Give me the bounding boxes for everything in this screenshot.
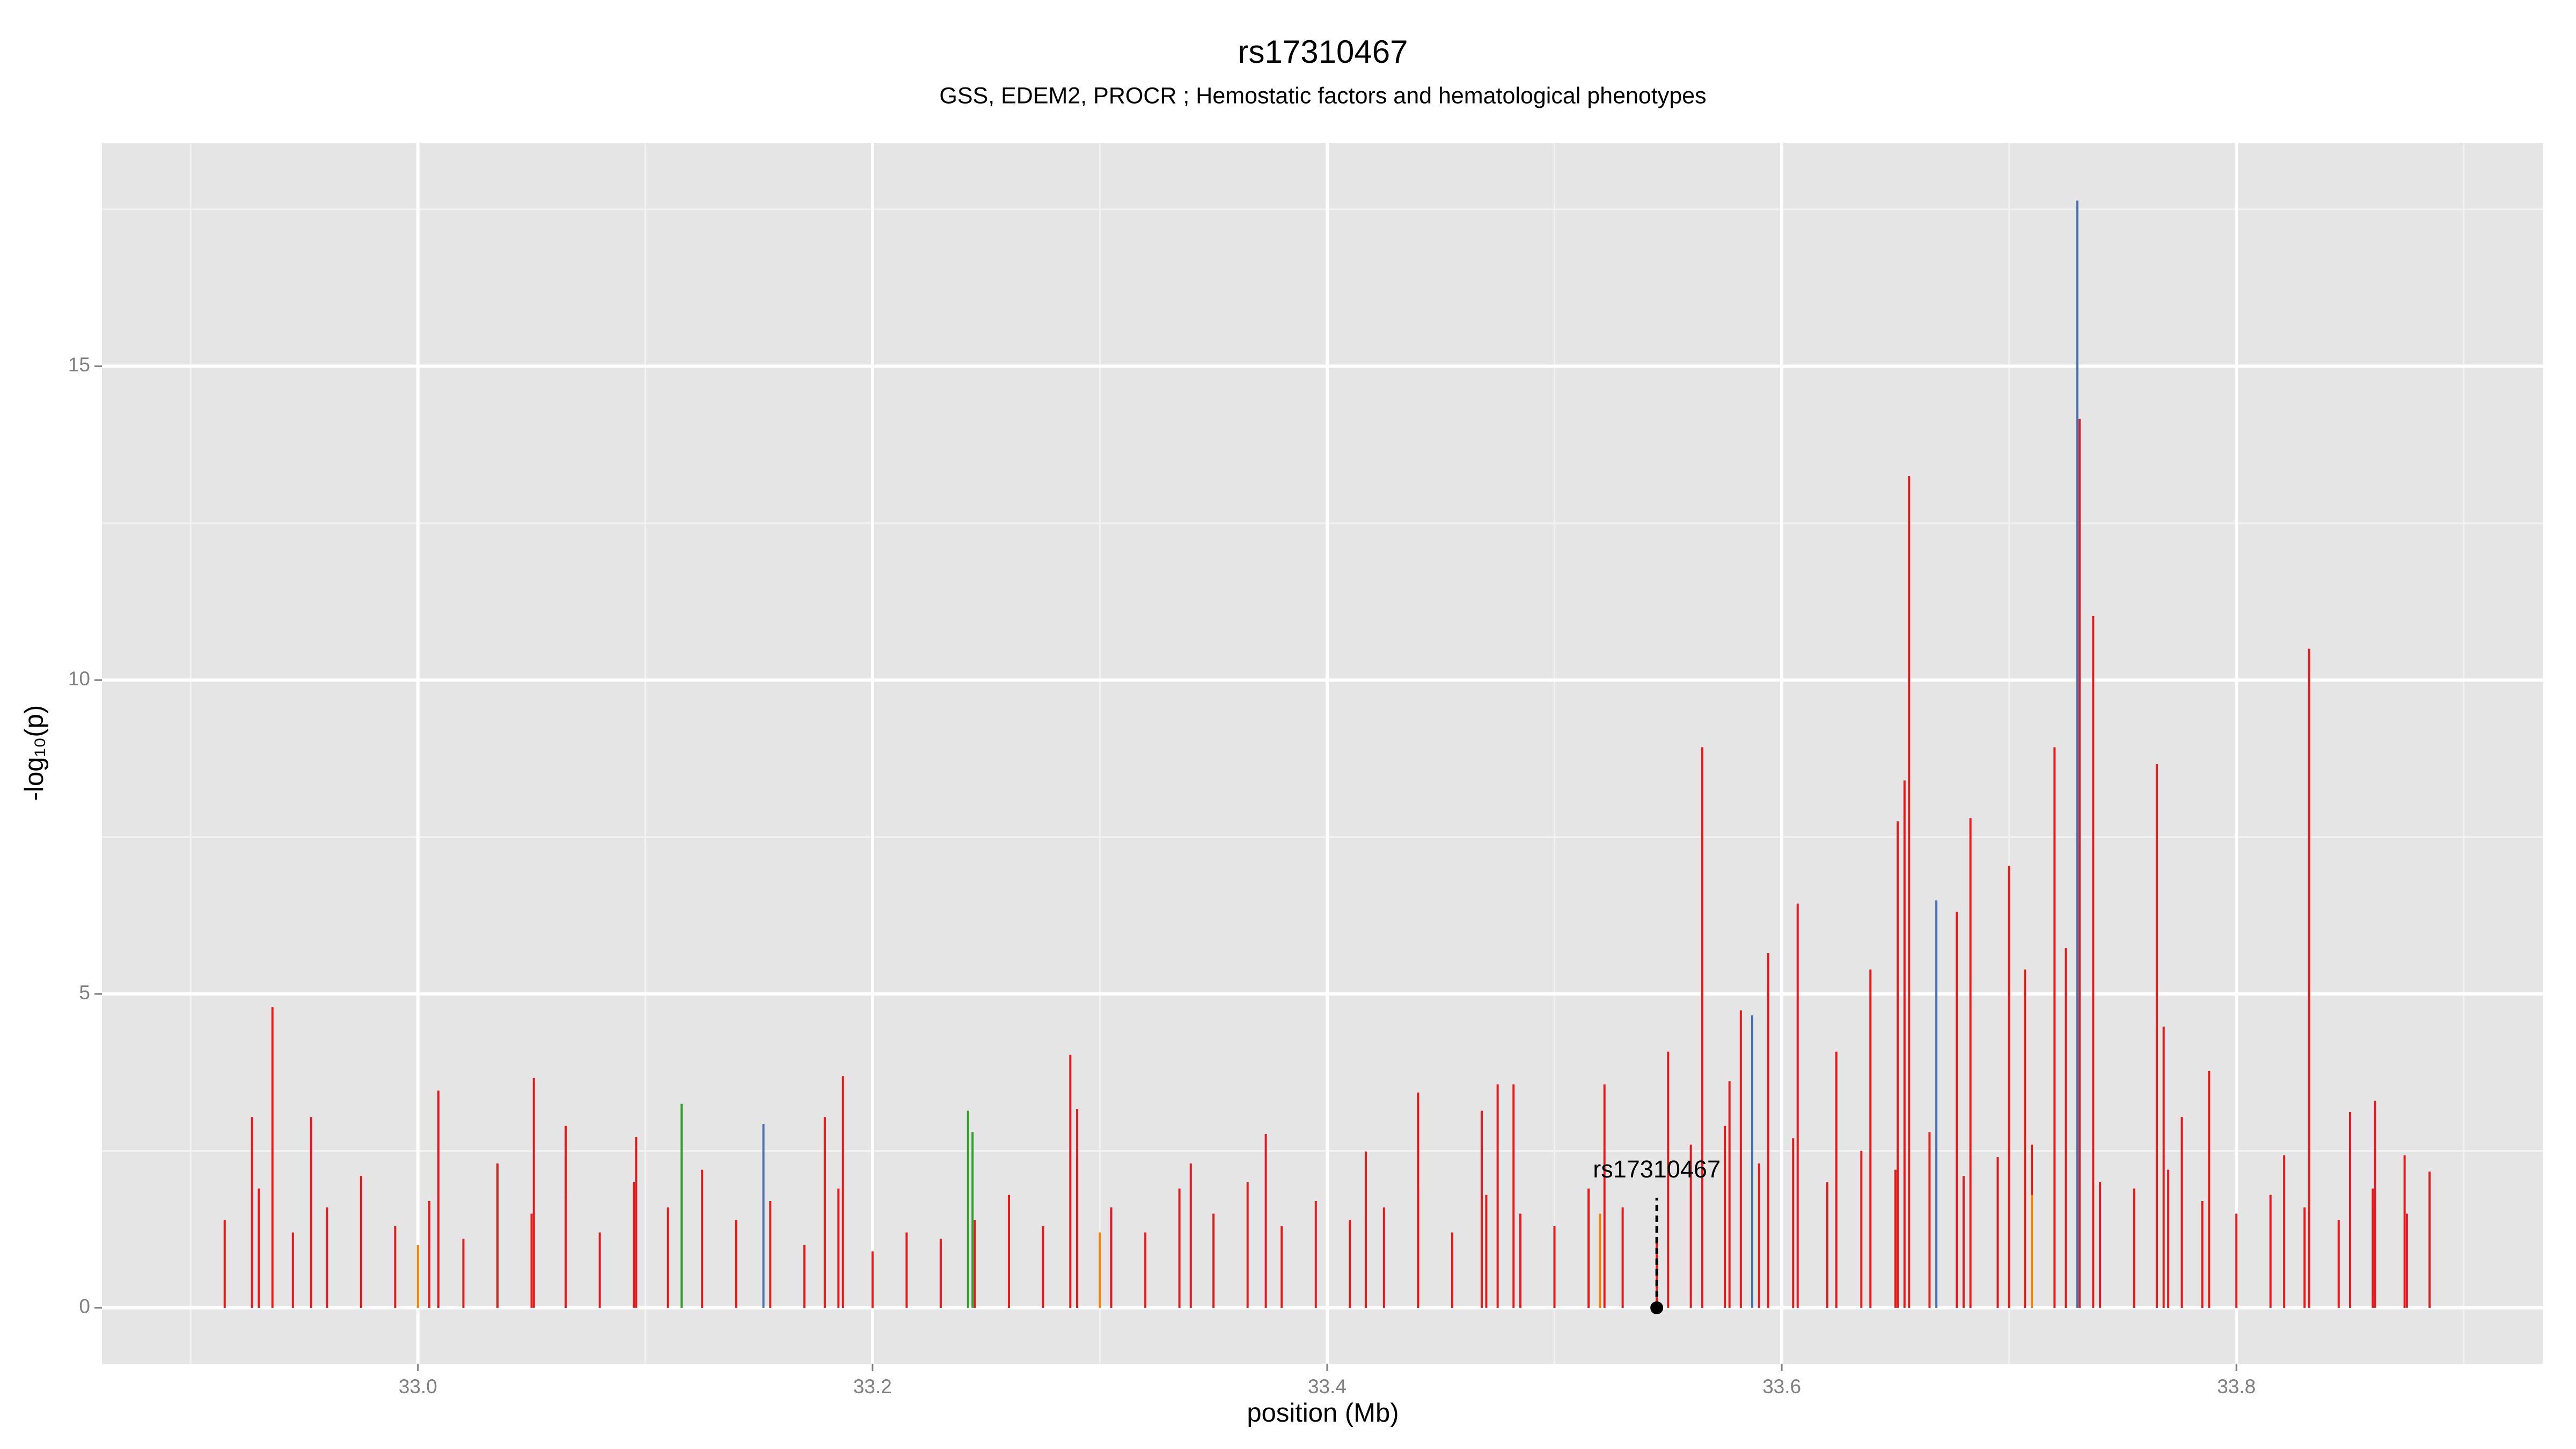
- panel-background: [102, 143, 2543, 1364]
- grid: [102, 143, 2543, 1364]
- x-tick-label: 33.8: [2217, 1375, 2256, 1397]
- x-tick-label: 33.2: [853, 1375, 892, 1397]
- x-axis-title: position (Mb): [1247, 1399, 1399, 1428]
- x-tick-label: 33.6: [1762, 1375, 1801, 1397]
- annotation-label: rs17310467: [1593, 1155, 1721, 1183]
- y-tick-label: 0: [79, 1296, 90, 1318]
- x-tick-label: 33.4: [1308, 1375, 1346, 1397]
- chart-subtitle: GSS, EDEM2, PROCR ; Hemostatic factors a…: [939, 83, 1706, 108]
- y-tick-label: 15: [68, 354, 90, 376]
- spikes: [223, 200, 2431, 1308]
- y-axis-title: -log₁₀(p): [20, 705, 49, 801]
- annotation-point: [1650, 1301, 1664, 1314]
- chart-title: rs17310467: [1238, 34, 1408, 70]
- y-tick-label: 10: [68, 668, 90, 690]
- y-tick-label: 5: [79, 982, 90, 1004]
- x-tick-label: 33.0: [399, 1375, 437, 1397]
